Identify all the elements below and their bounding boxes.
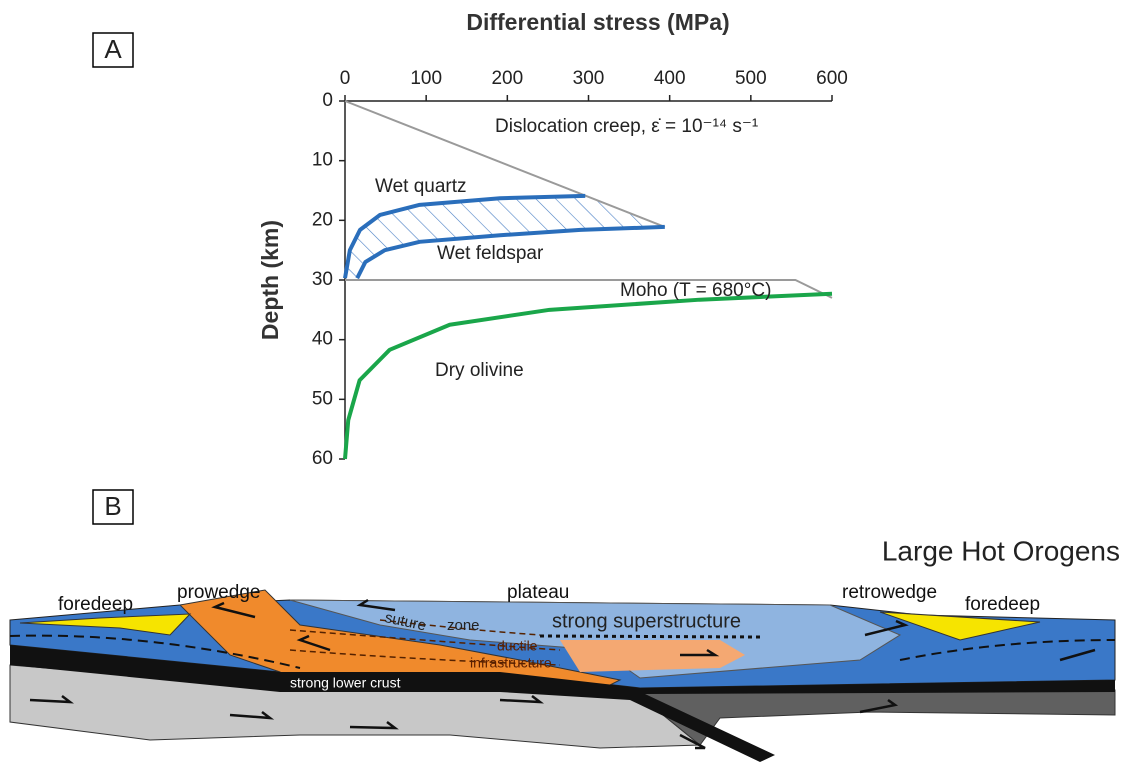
- y-tick-label: 30: [312, 269, 333, 290]
- diagram-title: Large Hot Orogens: [882, 535, 1120, 566]
- arrows: [29, 598, 1096, 750]
- y-tick-label: 0: [322, 90, 333, 111]
- annotation: Wet quartz: [375, 176, 467, 197]
- diagram-label: strong lower crust: [290, 675, 401, 691]
- y-tick-label: 20: [312, 209, 333, 230]
- ductile-zone: [560, 640, 745, 672]
- diagram-label: foredeep: [965, 594, 1040, 615]
- diagram-label: prowedge: [177, 582, 260, 603]
- y-axis-title: Depth (km): [257, 220, 283, 340]
- annotation: Wet feldspar: [437, 243, 544, 264]
- diagram-label: plateau: [507, 582, 569, 603]
- x-tick-label: 500: [735, 68, 767, 89]
- foredeep-fill: [879, 611, 1041, 641]
- diagram-label: ductile: [497, 638, 538, 654]
- infrastructure: [178, 589, 622, 691]
- strong-lower-crust: [10, 645, 1115, 762]
- foredeep-fill: [19, 613, 192, 636]
- lower-crust-retro: [628, 687, 1116, 746]
- panel-label: A: [104, 34, 122, 64]
- data-line: [343, 291, 833, 460]
- panel-box: [92, 32, 134, 68]
- x-axis-title: Differential stress (MPa): [466, 9, 729, 35]
- x-tick-label: 100: [410, 68, 442, 89]
- hatch-fill: [345, 195, 665, 279]
- x-tick-label: 0: [340, 68, 351, 89]
- data-line: [345, 279, 833, 299]
- annotation: Dry olivine: [435, 360, 524, 381]
- strength-chart: 0 100 200 300 400 500 600 0 10 20 30 40 50 60 Dislocat…: [312, 68, 848, 469]
- panel-label: B: [104, 491, 121, 521]
- orogen-diagram: B Large Hot Orogens foredeep prowedge pl…: [9, 489, 1120, 762]
- panel-box: [92, 489, 134, 525]
- diagram-label: foredeep: [58, 594, 133, 615]
- diagram-label: zone: [447, 617, 480, 634]
- y-tick-label: 40: [312, 329, 333, 350]
- diagram-label: infrastructure: [470, 655, 552, 671]
- x-tick-label: 400: [654, 68, 686, 89]
- y-tick-label: 60: [312, 448, 333, 469]
- x-tick-label: 600: [816, 68, 848, 89]
- annotation: Dislocation creep, ε̇ = 10⁻¹⁴ s⁻¹: [495, 116, 758, 137]
- x-tick-label: 200: [491, 68, 523, 89]
- annotation: Moho (T = 680°C): [620, 280, 771, 301]
- x-tick-label: 300: [573, 68, 605, 89]
- plateau: [289, 599, 902, 679]
- data-line: [343, 193, 586, 279]
- data-line: [344, 100, 666, 228]
- flow-line: [289, 619, 561, 666]
- y-tick-label: 10: [312, 150, 333, 171]
- y-tick-label: 50: [312, 388, 333, 409]
- diagram-label: strong superstructure: [552, 610, 741, 632]
- diagram-label: retrowedge: [842, 582, 937, 603]
- data-line: [355, 224, 665, 280]
- dashed-line: [9, 634, 1116, 669]
